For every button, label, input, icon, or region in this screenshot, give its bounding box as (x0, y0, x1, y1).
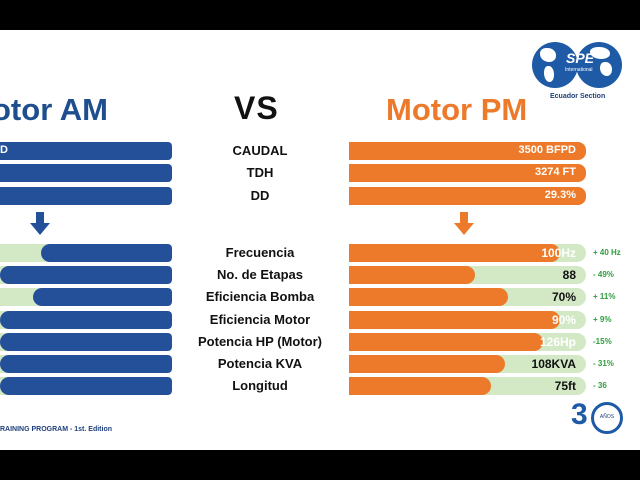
pm-bar-fill (349, 288, 508, 306)
row-label: Longitud (232, 378, 288, 393)
pm-tdh-bar: 3274 FT (349, 164, 586, 182)
motor-pm-title: Motor PM (386, 92, 528, 127)
label-tdh: TDH (246, 165, 274, 180)
anniversary-number: 3 (571, 398, 588, 431)
globe-icon (576, 42, 622, 88)
am-bar-fill (0, 266, 172, 284)
pm-dd-bar: 29.3% (349, 187, 586, 205)
am-bar-track (0, 355, 172, 373)
pm-value: 75ft (554, 379, 576, 393)
slide: otor AM VS Motor PM SPE International Ec… (0, 30, 640, 450)
globe-icon (532, 42, 578, 88)
delta-badge: -15% (593, 337, 612, 346)
spe-brand-sub: International (565, 67, 593, 73)
row-label: No. de Etapas (217, 267, 303, 282)
am-bar-fill (0, 377, 172, 395)
row-label: Potencia HP (Motor) (198, 334, 322, 349)
spe-brand-text: SPE (566, 50, 595, 66)
logo-caption: Ecuador Section (550, 93, 606, 100)
arrow-down-icon (30, 212, 50, 236)
delta-badge: - 31% (593, 359, 614, 368)
am-bar-track (0, 311, 172, 329)
pm-bar-fill (349, 244, 560, 262)
am-bar-track (0, 377, 172, 395)
pm-caudal-bar: 3500 BFPD (349, 142, 586, 160)
pm-caudal-value: 3500 BFPD (518, 144, 576, 156)
am-caudal-value: D (0, 144, 8, 156)
arrow-down-icon (454, 212, 474, 236)
delta-badge: - 49% (593, 270, 614, 279)
pm-bar-track: 75ft (349, 377, 586, 395)
pm-bar-track: 88 (349, 266, 586, 284)
am-bar-track (0, 288, 172, 306)
row-label: Eficiencia Motor (209, 312, 311, 327)
am-bar-fill (41, 244, 172, 262)
pm-bar-fill (349, 377, 491, 395)
label-dd: DD (250, 188, 270, 203)
pm-dd-value: 29.3% (544, 189, 576, 201)
anniversary-ring: AÑOS (591, 402, 623, 434)
pm-bar-track: 108KVA (349, 355, 586, 373)
vs-title: VS (234, 90, 279, 126)
pm-value: 126Hp (539, 335, 576, 349)
motor-am-title: otor AM (0, 92, 108, 127)
am-dd-bar (0, 187, 172, 205)
anniversary-logo: 3 AÑOS (571, 398, 627, 434)
pm-value: 90% (551, 313, 576, 327)
am-bar-fill (0, 355, 172, 373)
am-bar-track (0, 244, 172, 262)
pm-value: 108KVA (531, 357, 576, 371)
delta-badge: + 9% (593, 315, 612, 324)
label-caudal: CAUDAL (232, 143, 288, 158)
am-bar-fill (0, 333, 172, 351)
spe-logo: SPE International Ecuador Section (530, 40, 626, 104)
anniversary-word: AÑOS (599, 414, 615, 420)
am-tdh-bar (0, 164, 172, 182)
pm-tdh-value: 3274 FT (535, 166, 576, 178)
row-label: Potencia KVA (217, 356, 303, 371)
pm-bar-track: 70% (349, 288, 586, 306)
pm-bar-fill (349, 333, 543, 351)
am-bar-fill (0, 311, 172, 329)
am-caudal-bar: D (0, 142, 172, 160)
footer-text: RAINING PROGRAM - 1st. Edition (0, 426, 112, 433)
pm-value: 100Hz (541, 246, 576, 260)
pm-bar-fill (349, 355, 505, 373)
delta-badge: - 36 (593, 381, 607, 390)
delta-badge: + 40 Hz (593, 248, 621, 257)
row-label: Eficiencia Bomba (205, 289, 315, 304)
row-label: Frecuencia (225, 245, 295, 260)
pm-bar-track: 126Hp (349, 333, 586, 351)
pm-bar-track: 90% (349, 311, 586, 329)
pm-bar-fill (349, 311, 560, 329)
delta-badge: + 11% (593, 292, 616, 301)
pm-value: 70% (551, 290, 576, 304)
am-bar-fill (33, 288, 172, 306)
pm-value: 88 (562, 268, 576, 282)
am-bar-track (0, 266, 172, 284)
am-bar-track (0, 333, 172, 351)
pm-bar-track: 100Hz (349, 244, 586, 262)
pm-bar-fill (349, 266, 475, 284)
